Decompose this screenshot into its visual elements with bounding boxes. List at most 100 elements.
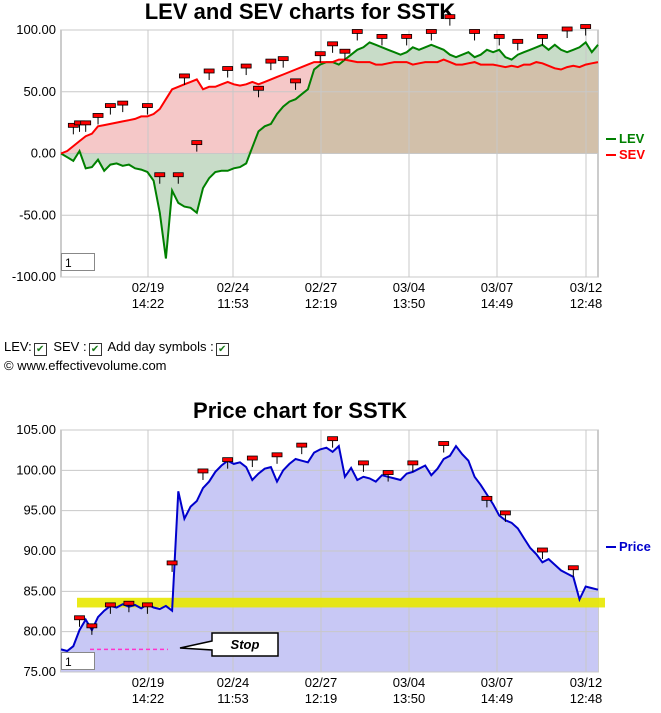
price-day-symbol [197, 468, 209, 474]
price-day-symbol [74, 615, 85, 621]
price-day-symbol [407, 460, 419, 466]
lev-sev-y-tick-label: -50.00 [19, 207, 56, 222]
price-x-tick-time: 11:53 [217, 691, 249, 706]
lev-sev-overlap-area [61, 59, 598, 154]
price-y-tick-label: 90.00 [23, 543, 56, 558]
lev-sev-x-tick-date: 02/24 [217, 280, 250, 295]
lev-sev-y-tick-label: 50.00 [23, 84, 56, 99]
lev-sev-y-tick-label: 100.00 [16, 22, 56, 37]
lev-sev-chart: LEV and SEV charts for SSTK 100.00 50.00 0… [12, 0, 645, 311]
price-y-tick-label: 95.00 [23, 503, 56, 518]
lev-sev-day-symbol [314, 51, 326, 57]
sev-option-label: SEV : [53, 339, 87, 354]
lev-sev-day-symbol [80, 120, 92, 126]
price-y-tick-label: 100.00 [16, 462, 56, 477]
price-day-symbol [438, 441, 450, 446]
price-day-symbol [104, 602, 116, 608]
price-day-symbol [271, 452, 283, 458]
support-band [77, 597, 605, 608]
lev-sev-legend-sev: SEV [619, 147, 645, 162]
lev-sev-day-symbol [580, 24, 592, 29]
lev-sev-x-tick-date: 03/12 [570, 280, 603, 295]
lev-sev-day-symbol [561, 26, 573, 32]
lev-sev-x-tick-time: 11:53 [217, 296, 249, 311]
lev-sev-day-symbol [327, 41, 338, 47]
stop-callout-box [179, 632, 279, 657]
lev-sev-day-symbol [67, 122, 79, 128]
price-day-symbol [222, 457, 234, 463]
price-x-tick-time: 14:22 [132, 691, 165, 706]
lev-sev-day-symbol [277, 56, 289, 62]
lev-sev-day-symbol [191, 140, 203, 146]
price-area [61, 446, 598, 672]
lev-sev-day-symbol [537, 34, 548, 39]
lev-sev-day-symbol [203, 68, 215, 74]
price-x-tick-time: 12:19 [305, 691, 338, 706]
price-day-symbol [567, 565, 579, 571]
price-day-symbol [166, 560, 178, 566]
lev-sev-day-symbol [444, 14, 456, 20]
price-y-tick-label: 105.00 [16, 422, 56, 437]
price-x-tick-time: 13:50 [393, 691, 426, 706]
lev-sev-day-symbol [222, 66, 234, 71]
lev-sev-x-tick-date: 03/04 [393, 280, 426, 295]
lev-sev-day-symbol [339, 48, 351, 54]
price-x-tick-date: 02/24 [217, 675, 250, 690]
price-plot-area [60, 429, 599, 673]
lev-sev-x-tick-time: 14:49 [481, 296, 514, 311]
lev-sev-day-symbol [154, 172, 166, 178]
price-day-symbol [481, 495, 493, 501]
price-chart-title: Price chart for SSTK [193, 398, 407, 423]
price-day-symbol [327, 436, 338, 442]
price-x-tick-time: 14:49 [481, 691, 514, 706]
lev-sev-y-tick-label: 0.00 [31, 146, 56, 161]
price-x-tick-date: 02/19 [132, 675, 165, 690]
lev-sev-day-symbol [92, 113, 104, 118]
lev-checkbox[interactable]: ✔ [33, 343, 47, 356]
price-x-tick-date: 02/27 [305, 675, 338, 690]
day-symbols-option-label: Add day symbols : [107, 339, 214, 354]
chart-options: LEV: ✔ SEV : ✔ Add day symbols : ✔ [4, 339, 232, 356]
lev-sev-day-symbol [172, 172, 184, 178]
lev-sev-day-symbol [401, 34, 413, 39]
lev-option-label: LEV: [4, 339, 32, 354]
price-day-symbol [500, 510, 511, 516]
lev-sev-day-symbol [240, 63, 252, 69]
lev-sev-day-symbol [493, 34, 505, 39]
price-x-tick-date: 03/12 [570, 675, 603, 690]
price-series-price-line [60, 444, 599, 653]
sev-checkbox[interactable]: ✔ [88, 343, 102, 356]
price-x-tick-date: 03/04 [393, 675, 426, 690]
lev-sev-day-symbol [104, 103, 116, 108]
price-day-symbol [537, 547, 548, 553]
lev-sev-day-symbol [265, 58, 277, 64]
lev-sev-day-symbol [142, 103, 153, 108]
price-y-tick-label: 75.00 [23, 664, 56, 679]
price-y-tick-label: 80.00 [23, 624, 56, 639]
price-day-symbol [382, 470, 394, 475]
lev-sev-day-symbol [469, 29, 480, 34]
lev-sev-day-symbol [425, 29, 437, 34]
lev-sev-day-symbol [351, 29, 363, 34]
lev-sev-x-tick-date: 03/07 [481, 280, 514, 295]
price-x-tick-time: 12:48 [570, 691, 603, 706]
lev-sev-x-tick-time: 12:48 [570, 296, 603, 311]
lev-sev-x-tick-time: 14:22 [132, 296, 165, 311]
lev-sev-legend-lev: LEV [619, 131, 645, 146]
lev-sev-zoom-input[interactable]: 1 [61, 253, 95, 271]
price-legend-price: Price [619, 539, 651, 554]
price-y-tick-label: 85.00 [23, 583, 56, 598]
lev-sev-day-symbol [376, 34, 388, 39]
lev-sev-x-tick-date: 02/27 [305, 280, 338, 295]
lev-sev-day-symbol [290, 78, 301, 84]
lev-sev-day-symbol [179, 73, 190, 79]
lev-sev-y-tick-label: -100.00 [12, 269, 56, 284]
lev-sev-day-symbol [117, 100, 129, 106]
lev-sev-x-tick-time: 13:50 [393, 296, 426, 311]
price-day-symbol [86, 623, 98, 629]
day-symbols-checkbox[interactable]: ✔ [215, 343, 229, 356]
lev-sev-x-tick-date: 02/19 [132, 280, 165, 295]
price-zoom-input[interactable]: 1 [61, 652, 95, 670]
price-day-symbol [296, 442, 308, 448]
stop-callout-label: Stop [231, 637, 260, 652]
